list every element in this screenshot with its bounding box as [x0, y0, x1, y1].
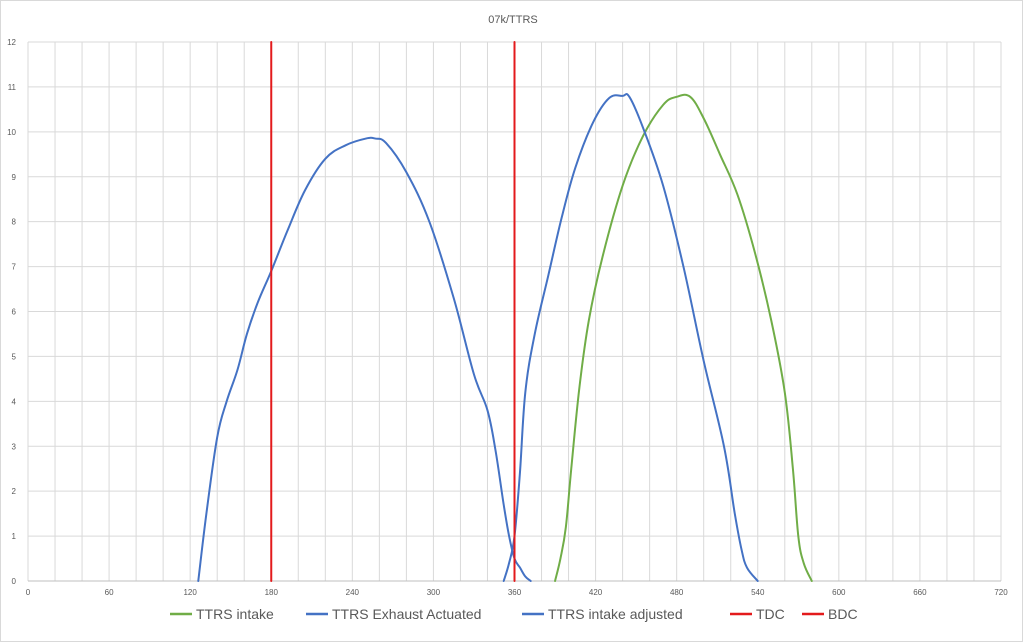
y-tick-label: 5	[12, 352, 17, 361]
legend-label: TDC	[756, 606, 785, 622]
x-tick-label: 240	[346, 588, 360, 597]
y-tick-label: 7	[12, 263, 17, 272]
legend-item-ttrs-intake-adjusted: TTRS intake adjusted	[522, 606, 683, 622]
x-tick-label: 0	[26, 588, 31, 597]
y-tick-label: 2	[12, 487, 17, 496]
x-tick-label: 180	[265, 588, 279, 597]
legend-item-tdc: TDC	[730, 606, 785, 622]
x-tick-label: 300	[427, 588, 441, 597]
chart-title: 07k/TTRS	[488, 14, 538, 26]
x-tick-label: 60	[105, 588, 114, 597]
x-tick-label: 360	[508, 588, 522, 597]
y-tick-label: 12	[7, 38, 16, 47]
series-line-ttrs-intake-adjusted	[502, 92, 759, 582]
legend-item-ttrs-intake: TTRS intake	[170, 606, 274, 622]
x-tick-label: 420	[589, 588, 603, 597]
y-tick-label: 9	[12, 173, 17, 182]
y-tick-label: 11	[8, 83, 17, 92]
y-tick-label: 10	[7, 128, 16, 137]
x-tick-label: 540	[751, 588, 765, 597]
y-tick-label: 0	[12, 577, 17, 586]
y-tick-label: 6	[12, 308, 17, 317]
x-tick-label: 120	[183, 588, 197, 597]
series-line-ttrs-exhaust-actuated	[197, 136, 532, 582]
x-tick-label: 480	[670, 588, 684, 597]
y-tick-label: 8	[12, 218, 17, 227]
legend-item-ttrs-exhaust-actuated: TTRS Exhaust Actuated	[306, 606, 481, 622]
x-tick-label: 600	[832, 588, 846, 597]
x-tick-label: 660	[913, 588, 927, 597]
legend-label: TTRS intake	[196, 606, 274, 622]
y-tick-label: 3	[12, 442, 17, 451]
legend-label: TTRS intake adjusted	[548, 606, 683, 622]
legend-label: TTRS Exhaust Actuated	[332, 606, 481, 622]
series-line-ttrs-intake	[554, 93, 813, 582]
x-tick-label: 720	[994, 588, 1008, 597]
legend: TTRS intake TTRS Exhaust Actuated TTRS int…	[170, 606, 858, 622]
y-tick-label: 4	[12, 397, 17, 406]
series-lines	[197, 41, 813, 582]
y-tick-label: 1	[12, 532, 17, 541]
legend-label: BDC	[828, 606, 858, 622]
legend-item-bdc: BDC	[802, 606, 858, 622]
